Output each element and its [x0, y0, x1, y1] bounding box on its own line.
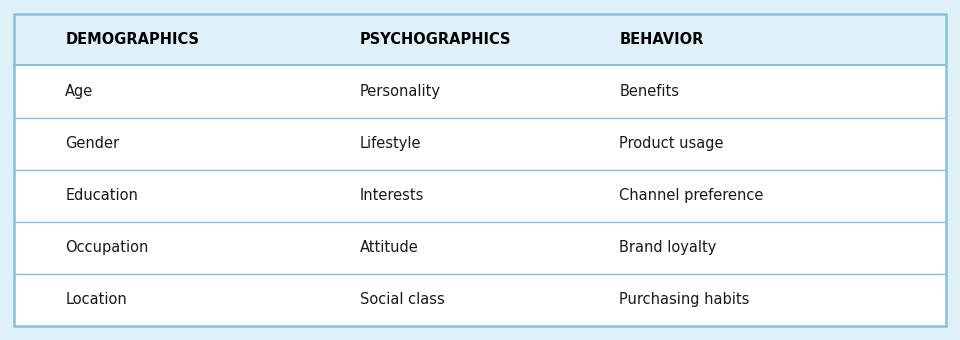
Text: Location: Location — [65, 292, 127, 307]
Text: Product usage: Product usage — [619, 136, 724, 151]
Text: Personality: Personality — [360, 84, 441, 99]
Text: Purchasing habits: Purchasing habits — [619, 292, 750, 307]
Text: Brand loyalty: Brand loyalty — [619, 240, 716, 255]
Text: BEHAVIOR: BEHAVIOR — [619, 32, 704, 47]
Text: Lifestyle: Lifestyle — [360, 136, 421, 151]
Text: Occupation: Occupation — [65, 240, 149, 255]
Text: Channel preference: Channel preference — [619, 188, 763, 203]
Text: Benefits: Benefits — [619, 84, 680, 99]
Text: Attitude: Attitude — [360, 240, 419, 255]
Bar — [14, 66, 946, 326]
Text: DEMOGRAPHICS: DEMOGRAPHICS — [65, 32, 200, 47]
Text: Social class: Social class — [360, 292, 444, 307]
Text: PSYCHOGRAPHICS: PSYCHOGRAPHICS — [360, 32, 512, 47]
Text: Interests: Interests — [360, 188, 424, 203]
Bar — [14, 14, 946, 66]
Text: Education: Education — [65, 188, 138, 203]
Text: Age: Age — [65, 84, 93, 99]
Text: Gender: Gender — [65, 136, 119, 151]
